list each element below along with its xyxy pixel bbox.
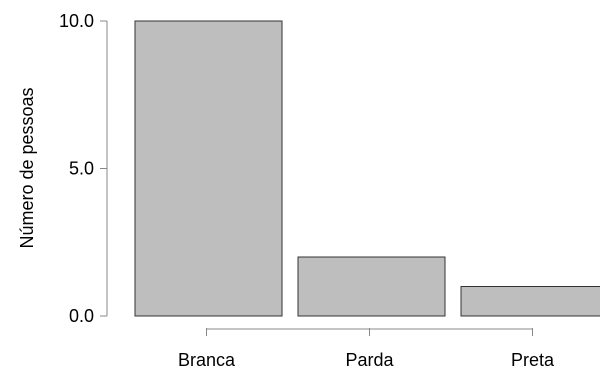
x-tick-label-branca: Branca	[178, 350, 236, 370]
y-tick-label: 10.0	[59, 11, 94, 31]
y-tick-label: 0.0	[69, 306, 94, 326]
bar-branca	[134, 20, 283, 317]
x-axis: Branca Parda Preta	[178, 328, 555, 370]
y-axis-label: Número de pessoas	[17, 87, 37, 248]
y-axis: 0.0 5.0 10.0	[59, 11, 108, 326]
bars	[134, 20, 600, 317]
x-tick-label-parda: Parda	[345, 350, 394, 370]
bar-preta	[460, 286, 600, 317]
bar-parda	[297, 256, 446, 317]
y-tick-label: 5.0	[69, 159, 94, 179]
x-tick-label-preta: Preta	[511, 350, 555, 370]
